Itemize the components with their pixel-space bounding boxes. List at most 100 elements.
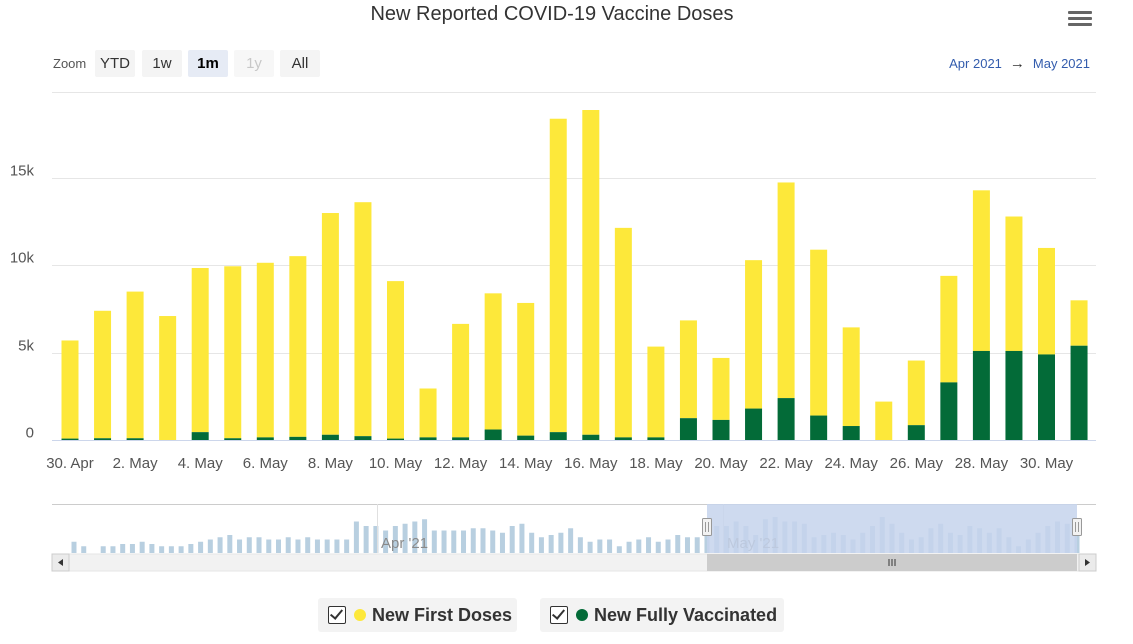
bar-fully-vaccinated <box>191 432 209 440</box>
range-from-input[interactable]: Apr 2021 <box>949 56 1002 71</box>
navigator-selection <box>707 504 1077 553</box>
bar-first-doses <box>1038 247 1055 355</box>
x-tick-label: 2. May <box>113 455 159 472</box>
x-tick-label: 4. May <box>178 455 224 472</box>
navigator-bar <box>548 535 554 553</box>
bar-first-doses <box>321 213 339 435</box>
navigator-bar <box>188 544 194 553</box>
checkbox-icon[interactable] <box>550 606 568 624</box>
bar-first-doses <box>484 293 502 430</box>
navigator-bar <box>275 539 281 553</box>
chart-svg: 0 5k 10k 15k 30. Apr 2. May 4. May 6. May 8. May… <box>10 92 1097 572</box>
navigator-bar <box>129 544 135 553</box>
navigator-bar <box>636 539 642 553</box>
navigator-bar <box>675 535 681 553</box>
bar-first-doses <box>549 118 567 433</box>
navigator-bar <box>441 530 447 553</box>
x-tick-label: 16. May <box>564 455 618 472</box>
zoom-ytd-button[interactable]: YTD <box>95 50 135 77</box>
chart-title: New Reported COVID-19 Vaccine Doses <box>370 3 734 25</box>
bar-fully-vaccinated <box>94 438 112 440</box>
legend-dot-full-icon <box>576 609 588 621</box>
navigator-bar <box>480 528 486 553</box>
zoom-1y-button: 1y <box>234 50 274 77</box>
navigator-handle-icon[interactable] <box>1072 518 1082 536</box>
navigator-bar <box>139 541 145 553</box>
navigator-bar <box>363 526 369 553</box>
bar-fully-vaccinated <box>940 382 958 440</box>
bar-first-doses <box>159 316 177 440</box>
handle-body <box>1072 518 1082 536</box>
bar-first-doses <box>647 346 665 438</box>
bar-first-doses <box>256 262 274 438</box>
navigator-bar <box>256 537 262 553</box>
legend-item-fully-vaccinated[interactable]: New Fully Vaccinated <box>540 598 784 632</box>
navigator-bar <box>538 537 544 553</box>
bar-first-doses <box>907 360 925 426</box>
navigator-bar <box>607 539 613 553</box>
zoom-1w-button[interactable]: 1w <box>142 50 182 77</box>
bar-fully-vaccinated <box>777 398 795 440</box>
x-tick-label: 24. May <box>825 455 879 472</box>
bar-first-doses <box>224 266 242 439</box>
navigator-bar <box>509 526 515 553</box>
navigator-bar <box>597 539 603 553</box>
navigator-bar <box>626 541 632 553</box>
range-to-input[interactable]: May 2021 <box>1032 56 1090 71</box>
navigator-bar <box>568 528 574 553</box>
navigator-bar <box>207 539 213 553</box>
bar-first-doses <box>191 268 209 433</box>
date-range: Apr 2021 → May 2021 <box>949 55 1090 72</box>
navigator-bar <box>100 546 106 553</box>
navigator-bar <box>305 537 311 553</box>
bar-first-doses <box>614 227 632 438</box>
navigator-bar <box>704 530 710 553</box>
bar-fully-vaccinated <box>1038 354 1055 440</box>
navigator-bar <box>344 539 350 553</box>
bar-first-doses <box>582 110 600 435</box>
navigator-bar <box>285 537 291 553</box>
bar-first-doses <box>679 320 697 419</box>
checkbox-icon[interactable] <box>328 606 346 624</box>
navigator-bar <box>558 532 564 553</box>
bar-fully-vaccinated <box>712 419 730 440</box>
x-tick-label: 26. May <box>890 455 944 472</box>
zoom-1m-button[interactable]: 1m <box>188 50 228 77</box>
bar-fully-vaccinated <box>321 434 339 440</box>
y-tick-label: 0 <box>26 425 34 442</box>
x-tick-label: 30. May <box>1020 455 1074 472</box>
navigator-bar <box>110 546 116 553</box>
x-tick-label: 20. May <box>694 455 748 472</box>
navigator-bar <box>402 523 408 553</box>
navigator-bar <box>587 541 593 553</box>
handle-body <box>702 518 712 536</box>
navigator-bar <box>217 537 223 553</box>
navigator-handle-icon[interactable] <box>702 518 712 536</box>
legend-item-first-doses[interactable]: New First Doses <box>318 598 517 632</box>
hamburger-menu-icon[interactable] <box>1068 8 1092 28</box>
navigator-label: Apr '21 <box>381 535 428 552</box>
bar-first-doses <box>354 202 372 437</box>
y-tick-label: 10k <box>10 250 35 267</box>
bar-first-doses <box>842 327 860 427</box>
x-tick-label: 18. May <box>629 455 683 472</box>
navigator-bar <box>295 539 301 553</box>
navigator-bar <box>461 530 467 553</box>
y-tick-label: 5k <box>18 338 34 355</box>
bar-first-doses <box>61 340 79 439</box>
navigator-bar <box>577 537 583 553</box>
range-arrow-icon: → <box>1009 55 1025 72</box>
bar-fully-vaccinated <box>484 429 502 440</box>
navigator-bar <box>237 539 243 553</box>
zoom-label: Zoom <box>53 56 87 71</box>
legend-label-first: New First Doses <box>372 605 513 625</box>
navigator-bar <box>451 530 457 553</box>
x-tick-label: 8. May <box>308 455 354 472</box>
x-tick-label: 14. May <box>499 455 553 472</box>
navigator-bar <box>334 539 340 553</box>
zoom-all-button[interactable]: All <box>280 50 320 77</box>
navigator-bar <box>490 530 496 553</box>
bar-fully-vaccinated <box>679 418 697 440</box>
bar-first-doses <box>94 310 112 439</box>
navigator-bar <box>694 537 700 553</box>
